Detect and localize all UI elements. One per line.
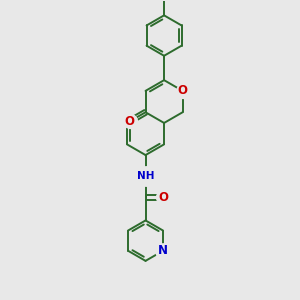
Text: O: O	[178, 84, 188, 98]
Text: N: N	[158, 244, 168, 257]
Text: O: O	[124, 115, 135, 128]
Text: O: O	[158, 191, 168, 204]
Text: NH: NH	[137, 171, 154, 181]
